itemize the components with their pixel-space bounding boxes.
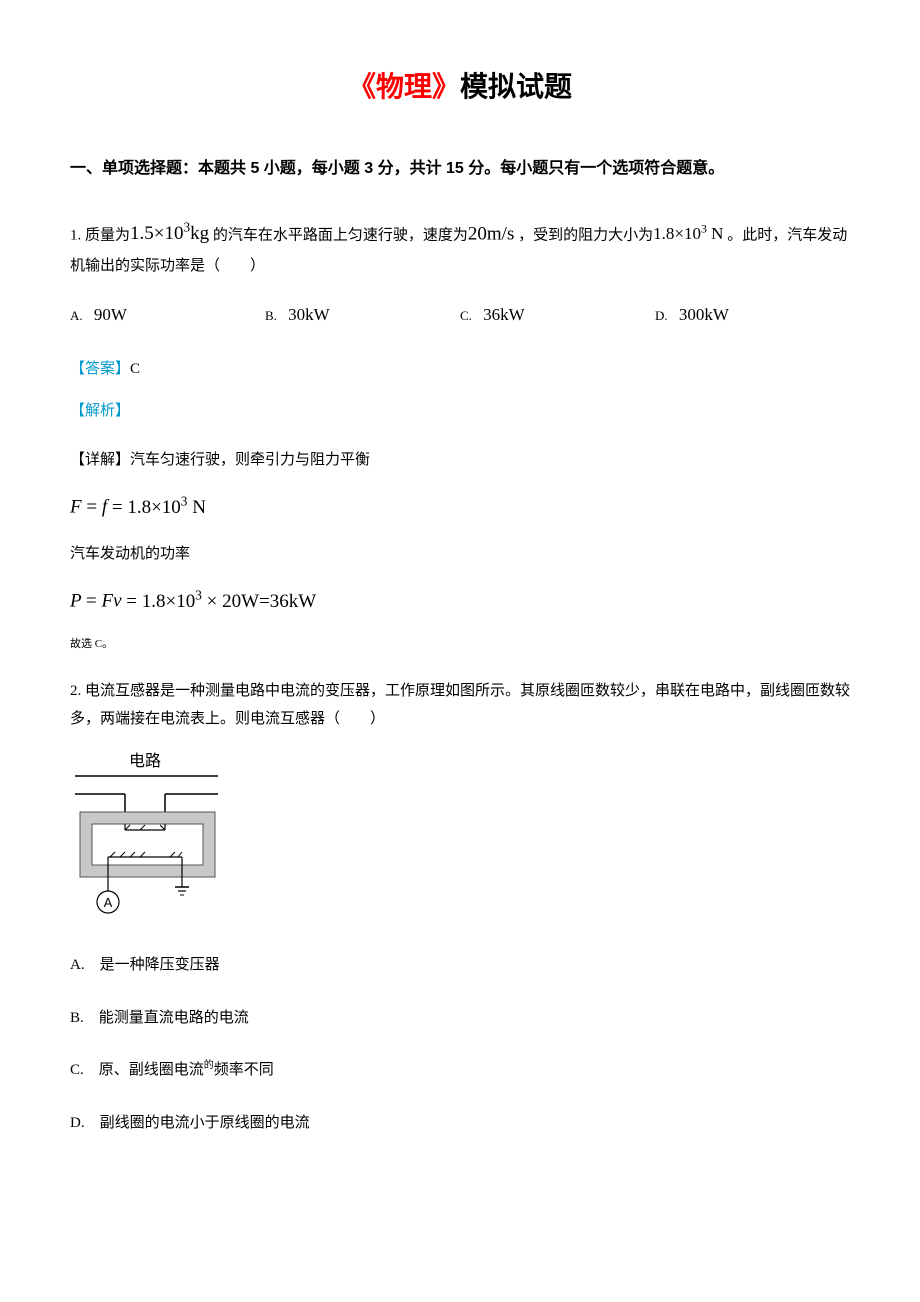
q2-choice-a: A. 是一种降压变压器: [70, 951, 850, 980]
c-pre: C. 原、副线圈电流: [70, 1062, 204, 1078]
opt-a-text: 90W: [94, 305, 127, 324]
q1-formula2: P = Fv = 1.8×103 × 20W=36kW: [70, 582, 850, 619]
c-post: 频率不同: [214, 1062, 274, 1078]
option-c: C. 36kW: [460, 299, 655, 331]
q2-choices: A. 是一种降压变压器 B. 能测量直流电路的电流 C. 原、副线圈电流的频率不…: [70, 951, 850, 1137]
q1-conclusion: 故选 C。: [70, 634, 850, 655]
detail-label: 【详解】: [70, 452, 130, 468]
title-black: 模拟试题: [460, 71, 572, 102]
q1-mid2: ，受到的阻力大小为: [518, 227, 653, 243]
answer-letter: C: [130, 361, 140, 377]
q2-choice-b: B. 能测量直流电路的电流: [70, 1004, 850, 1033]
opt-c-text: 36kW: [483, 305, 525, 324]
option-a: A. 90W: [70, 299, 265, 331]
q2-choice-d: D. 副线圈的电流小于原线圈的电流: [70, 1109, 850, 1138]
page-title: 《物理》模拟试题: [70, 60, 850, 114]
answer-label: 【答案】: [70, 361, 130, 377]
diagram-label: 电路: [129, 752, 161, 770]
q1-detail: 【详解】汽车匀速行驶，则牵引力与阻力平衡: [70, 446, 850, 475]
option-b: B. 30kW: [265, 299, 460, 331]
transformer-diagram-svg: 电路 A: [70, 752, 225, 917]
q1-prefix: 1. 质量为: [70, 227, 130, 243]
label-c: C.: [460, 308, 475, 323]
q2-diagram: 电路 A: [70, 752, 850, 928]
q1-options: A. 90W B. 30kW C. 36kW D. 300kW: [70, 299, 850, 331]
q1-analysis-label: 【解析】: [70, 397, 850, 426]
label-a: A.: [70, 308, 86, 323]
q2-choice-c: C. 原、副线圈电流的频率不同: [70, 1056, 850, 1085]
q1-force: 1.8×103 N: [653, 224, 723, 243]
q1-mid1: 的汽车在水平路面上匀速行驶，速度为: [213, 227, 468, 243]
opt-d-text: 300kW: [679, 305, 729, 324]
label-b: B.: [265, 308, 280, 323]
q1-speed: 20m/s: [468, 223, 514, 244]
q1-mass: 1.5×103kg: [130, 223, 209, 244]
title-red: 《物理》: [348, 71, 460, 102]
question-2: 2. 电流互感器是一种测量电路中电流的变压器，工作原理如图所示。其原线圈匝数较少…: [70, 677, 850, 734]
section-header: 一、单项选择题：本题共 5 小题，每小题 3 分，共计 15 分。每小题只有一个…: [70, 154, 850, 184]
question-1: 1. 质量为1.5×103kg 的汽车在水平路面上匀速行驶，速度为20m/s ，…: [70, 215, 850, 281]
c-sup: 的: [204, 1060, 214, 1071]
q1-formula1: F = f = 1.8×103 N: [70, 488, 850, 525]
opt-b-text: 30kW: [288, 305, 330, 324]
q1-answer: 【答案】C: [70, 355, 850, 384]
option-d: D. 300kW: [655, 299, 850, 331]
ammeter-label: A: [104, 895, 113, 910]
q1-line2: 汽车发动机的功率: [70, 540, 850, 569]
label-d: D.: [655, 308, 671, 323]
detail-text: 汽车匀速行驶，则牵引力与阻力平衡: [130, 452, 370, 468]
